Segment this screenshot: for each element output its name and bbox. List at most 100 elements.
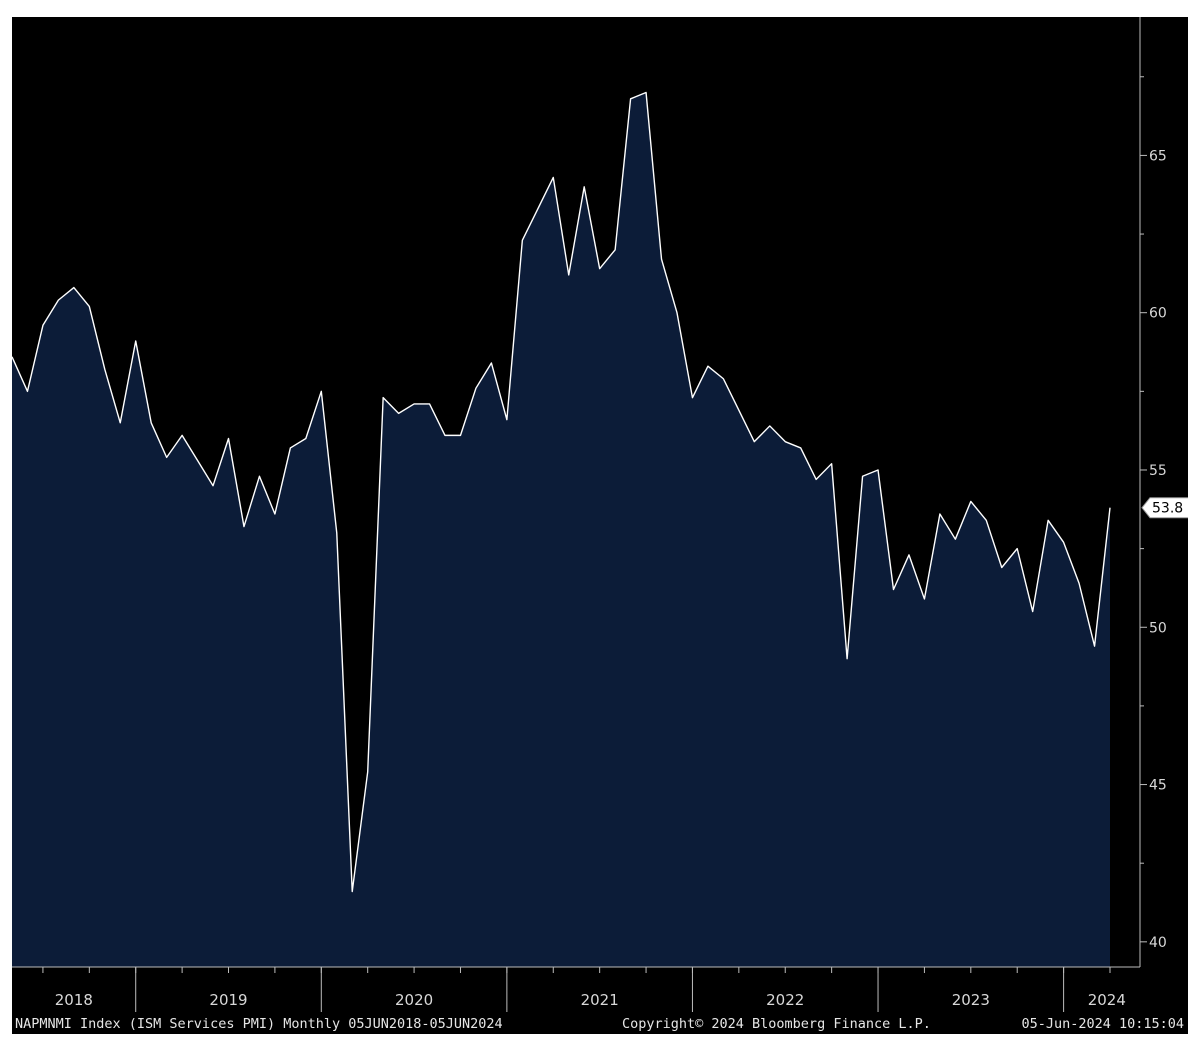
data-point (707, 365, 709, 367)
data-point (923, 598, 925, 600)
data-point (1078, 582, 1080, 584)
data-point (135, 340, 137, 342)
data-point (150, 422, 152, 424)
data-point (444, 434, 446, 436)
footer-timestamp: 05-Jun-2024 10:15:04 (1021, 1016, 1184, 1032)
data-point (475, 387, 477, 389)
chart-frame: 40 45 50 55 60 65 2018 2019 2020 2021 2022 2023 202… (12, 17, 1188, 1034)
x-year-label: 2024 (1088, 991, 1126, 1009)
x-year-label: 2023 (952, 991, 990, 1009)
data-point (892, 588, 894, 590)
data-point (629, 98, 631, 100)
data-point (243, 525, 245, 527)
ism-services-pmi-chart: 40 45 50 55 60 65 2018 2019 2020 2021 2022 2023 202… (12, 17, 1188, 1032)
data-point (537, 208, 539, 210)
data-point (227, 437, 229, 439)
data-point (274, 513, 276, 515)
data-point (57, 299, 59, 301)
data-point (490, 362, 492, 364)
data-point (459, 434, 461, 436)
data-point (73, 286, 75, 288)
y-tick-label: 45 (1149, 778, 1167, 794)
data-point (119, 422, 121, 424)
data-point (305, 437, 307, 439)
data-point (954, 538, 956, 540)
data-point (1047, 519, 1049, 521)
y-tick-label: 55 (1149, 463, 1167, 479)
data-point (366, 771, 368, 773)
data-point (382, 396, 384, 398)
area-layer (12, 92, 1110, 967)
data-point (676, 312, 678, 314)
x-year-label: 2022 (766, 991, 804, 1009)
data-point (908, 554, 910, 556)
data-point (336, 532, 338, 534)
data-point (970, 500, 972, 502)
data-point (506, 418, 508, 420)
data-point (568, 274, 570, 276)
data-point (413, 403, 415, 405)
data-point (660, 258, 662, 260)
data-point (351, 890, 353, 892)
data-point (861, 475, 863, 477)
data-point (165, 456, 167, 458)
chart-footer: NAPMNMI Index (ISM Services PMI) Monthly… (15, 1016, 1184, 1032)
data-point (1062, 541, 1064, 543)
last-value-marker: 53.8 (1141, 497, 1188, 519)
data-point (815, 478, 817, 480)
y-tick-label: 50 (1149, 620, 1167, 636)
data-point (212, 485, 214, 487)
data-point (877, 469, 879, 471)
y-tick-label: 60 (1149, 306, 1167, 322)
data-point (26, 390, 28, 392)
data-point (939, 513, 941, 515)
line-layer (12, 91, 1111, 893)
data-point (397, 412, 399, 414)
data-point (753, 440, 755, 442)
x-year-label: 2021 (581, 991, 619, 1009)
data-point (88, 305, 90, 307)
data-point (846, 658, 848, 660)
footer-copyright: Copyright© 2024 Bloomberg Finance L.P. (622, 1016, 931, 1032)
y-axis-ticks: 40 45 50 55 60 65 (1140, 76, 1167, 951)
series-line (12, 91, 1111, 893)
data-point (1093, 645, 1095, 647)
data-point (800, 447, 802, 449)
data-point (583, 186, 585, 188)
data-point (1001, 566, 1003, 568)
data-point (645, 91, 647, 93)
x-year-label: 2019 (209, 991, 247, 1009)
data-point (784, 440, 786, 442)
data-point (104, 368, 106, 370)
data-point (691, 396, 693, 398)
x-axis: 2018 2019 2020 2021 2022 2023 2024 (42, 967, 1126, 1012)
x-year-label: 2018 (55, 991, 93, 1009)
data-point (614, 249, 616, 251)
x-year-label: 2020 (395, 991, 433, 1009)
data-point (1031, 610, 1033, 612)
data-point (722, 378, 724, 380)
last-value-label: 53.8 (1152, 501, 1183, 517)
data-point (42, 324, 44, 326)
data-point (258, 475, 260, 477)
y-tick-label: 40 (1149, 935, 1167, 951)
data-point (1109, 507, 1111, 509)
data-point (1016, 547, 1018, 549)
data-point (552, 176, 554, 178)
area-fill (12, 92, 1110, 967)
footer-series-info: NAPMNMI Index (ISM Services PMI) Monthly… (15, 1016, 503, 1032)
data-point (289, 447, 291, 449)
last-value-badge (1141, 497, 1188, 519)
data-point (521, 239, 523, 241)
y-tick-label: 65 (1149, 148, 1167, 164)
data-point (196, 459, 198, 461)
data-point (320, 390, 322, 392)
data-point (598, 267, 600, 269)
data-point (181, 434, 183, 436)
data-point (830, 462, 832, 464)
axis-layer (12, 17, 1141, 968)
data-point (985, 519, 987, 521)
data-point (738, 409, 740, 411)
data-point (428, 403, 430, 405)
data-point (769, 425, 771, 427)
